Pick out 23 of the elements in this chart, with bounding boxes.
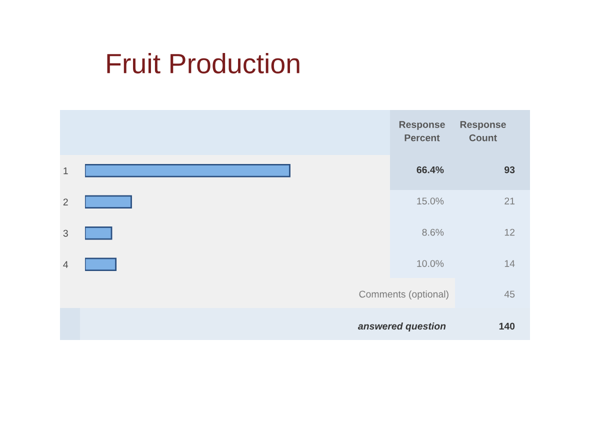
text: 12 — [504, 228, 515, 236]
text: 45 — [504, 290, 515, 298]
data-label: 15.0% — [417, 198, 444, 204]
data-label: 66.4% — [416, 166, 444, 174]
text: 21 — [504, 198, 515, 204]
y-tick-label: 1 — [64, 167, 68, 174]
data-label: 8.6% — [422, 228, 444, 236]
data-label: 10.0% — [417, 260, 444, 267]
text: Response Percent — [399, 121, 445, 142]
chart-title: Fruit Production — [107, 53, 300, 74]
y-tick-label: 3 — [63, 230, 68, 237]
bar — [85, 226, 112, 240]
text: 14 — [504, 260, 515, 267]
text: Response Count — [460, 121, 506, 142]
bar — [85, 164, 290, 178]
bar — [85, 258, 117, 272]
text: 140 — [499, 322, 515, 330]
text: Comments (optional) — [359, 290, 448, 300]
y-tick-label: 4 — [63, 261, 68, 268]
text: 93 — [504, 166, 515, 174]
text: answered question — [358, 322, 446, 332]
y-tick-label: 2 — [63, 198, 68, 206]
bar — [85, 195, 132, 209]
